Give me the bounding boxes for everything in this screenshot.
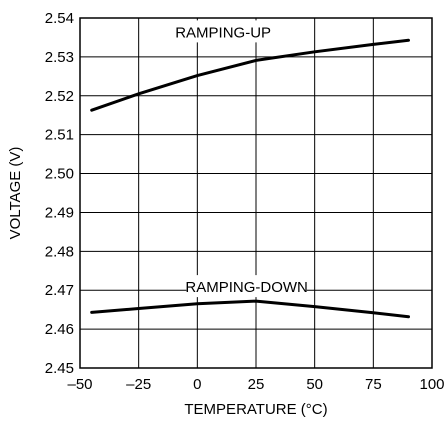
series-line-ramping-up — [90, 38, 410, 112]
y-tick-label: 2.48 — [45, 243, 74, 260]
y-tick-label: 2.47 — [45, 282, 74, 299]
x-tick-label: 75 — [365, 376, 382, 393]
series-line-ramping-down — [90, 299, 410, 319]
x-tick-label: –50 — [67, 376, 92, 393]
plot-frame — [79, 17, 433, 369]
annotation-ramping-up-background — [172, 20, 275, 43]
y-axis-label: VOLTAGE (V) — [7, 147, 24, 240]
annotation-ramping-up: RAMPING-UP — [175, 24, 271, 41]
y-tick-label: 2.50 — [45, 166, 74, 183]
annotation-ramping-down: RAMPING-DOWN — [185, 279, 308, 296]
series-lines — [90, 38, 410, 319]
annotation-ramping-down-background — [186, 275, 307, 298]
x-tick-label: 0 — [193, 376, 201, 393]
tick-labels: –50 –25 0 25 50 75 100 2.45 2.46 2.47 2.48 2.49 2.50… — [45, 10, 445, 393]
annotations: RAMPING-UP RAMPING-DOWN — [172, 20, 308, 298]
y-tick-label: 2.45 — [45, 360, 74, 377]
y-tick-label: 2.54 — [45, 10, 74, 27]
y-tick-label: 2.52 — [45, 88, 74, 105]
y-tick-label: 2.46 — [45, 321, 74, 338]
x-axis-label: TEMPERATURE (°C) — [184, 401, 327, 418]
x-tick-label: 100 — [419, 376, 444, 393]
x-tick-label: 25 — [248, 376, 265, 393]
y-tick-label: 2.53 — [45, 49, 74, 66]
plot-border — [79, 17, 433, 369]
y-tick-label: 2.51 — [45, 127, 74, 144]
grid — [79, 17, 433, 369]
x-tick-label: 50 — [306, 376, 323, 393]
x-tick-label: –25 — [126, 376, 151, 393]
y-tick-label: 2.49 — [45, 204, 74, 221]
